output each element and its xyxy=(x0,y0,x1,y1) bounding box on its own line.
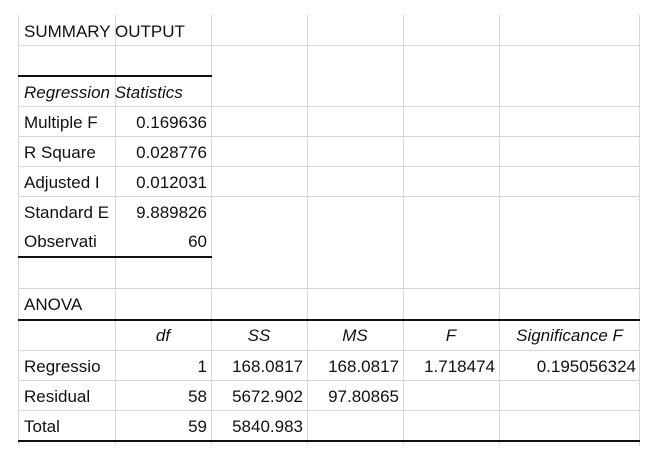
grid-column-line xyxy=(115,15,116,445)
grid-column-line xyxy=(403,15,404,445)
stat-value: 9.889826 xyxy=(136,203,207,222)
grid-row-line xyxy=(18,106,640,107)
stat-label: Observati xyxy=(24,232,97,251)
stat-value: 60 xyxy=(188,232,207,251)
anova-row-label: Residual xyxy=(24,387,91,406)
anova-cell: 97.80865 xyxy=(328,387,399,406)
anova-cell: 168.0817 xyxy=(328,357,399,376)
anova-title: ANOVA xyxy=(24,295,83,314)
anova-header-significance-f: Significance F xyxy=(516,326,623,345)
grid-row-line xyxy=(18,288,640,289)
anova-cell: 59 xyxy=(188,417,207,436)
anova-cell: 1 xyxy=(197,357,207,376)
anova-cell: 5840.983 xyxy=(232,417,303,436)
stat-value: 0.012031 xyxy=(136,173,207,192)
grid-column-line xyxy=(211,15,212,445)
grid-column-line xyxy=(499,15,500,445)
stat-label: R Square xyxy=(24,143,96,162)
stat-value: 0.028776 xyxy=(136,143,207,162)
anova-cell: 168.0817 xyxy=(232,357,303,376)
anova-header-top-border xyxy=(18,319,640,321)
stat-value: 0.169636 xyxy=(136,113,207,132)
anova-header-ss: SS xyxy=(247,326,271,345)
grid-column-line xyxy=(18,15,19,445)
regression-stats-bottom-border xyxy=(18,256,212,258)
stat-label: Adjusted I xyxy=(24,173,100,192)
regression-stats-top-border xyxy=(18,75,212,77)
grid-column-line xyxy=(307,15,308,445)
anova-cell: 0.195056324 xyxy=(536,357,636,376)
grid-row-line xyxy=(18,45,640,46)
grid-row-line xyxy=(18,410,640,411)
grid-row-line xyxy=(18,196,640,197)
anova-bottom-border xyxy=(18,440,640,442)
stat-label: Standard E xyxy=(24,203,110,222)
summary-title: SUMMARY OUTPUT xyxy=(24,22,185,41)
stat-label: Multiple F xyxy=(24,113,98,132)
anova-cell: 1.718474 xyxy=(424,357,495,376)
anova-cell: 58 xyxy=(188,387,207,406)
anova-row-label: Regressio xyxy=(24,357,101,376)
spreadsheet-grid: SUMMARY OUTPUT Regression Statistics Mul… xyxy=(18,15,640,445)
grid-row-line xyxy=(18,136,640,137)
grid-column-line xyxy=(639,15,640,445)
anova-cell: 5672.902 xyxy=(232,387,303,406)
anova-header-ms: MS xyxy=(342,326,368,345)
anova-header-df: df xyxy=(155,326,171,345)
grid-row-line xyxy=(18,166,640,167)
anova-row-label: Total xyxy=(24,417,60,436)
regression-stats-header: Regression Statistics xyxy=(24,83,183,102)
grid-row-line xyxy=(18,350,640,351)
grid-row-line xyxy=(18,380,640,381)
anova-header-f: F xyxy=(445,326,457,345)
